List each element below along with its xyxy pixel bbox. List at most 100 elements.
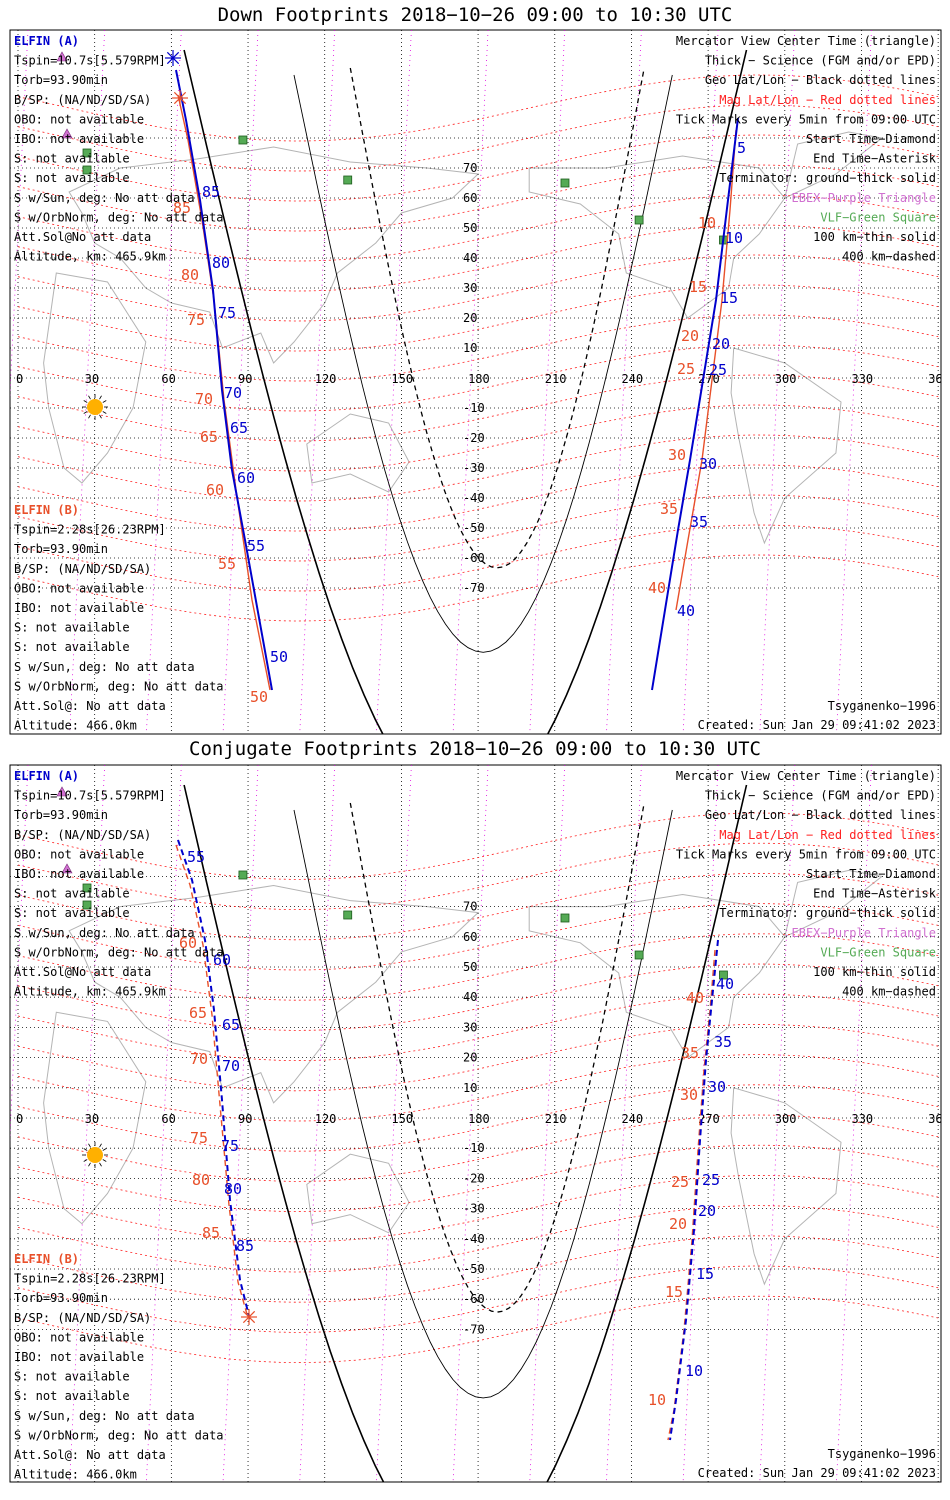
lon-tick-label: 180 [468, 372, 490, 386]
elfin-a-info-line: S w/Sun, deg: No att data [14, 191, 195, 205]
sun-ray [99, 395, 102, 400]
mag-latitude-line [17, 872, 939, 941]
mag-latitude-line [17, 404, 939, 472]
elfin-b-west-track [175, 844, 249, 1319]
conjugate-footprints-panel: 0 30 60 90 120 150 180 210 240 270 300 330 360 70 60 50… [9, 764, 950, 1483]
legend-line: Geo Lat/Lon − Black dotted lines [705, 73, 936, 87]
terminator-400km [349, 67, 645, 569]
elfin-b-tick-label: 30 [680, 1086, 698, 1104]
elfin-a-tick-label: 85 [202, 183, 220, 201]
elfin-b-info-line: S w/OrbNorm, deg: No att data [14, 1428, 224, 1442]
mag-latitude-line [17, 933, 939, 1001]
lat-tick-label: 70 [463, 900, 477, 914]
lat-tick-label: 10 [463, 341, 477, 355]
elfin-a-tick-label: 35 [714, 1033, 732, 1051]
mag-latitude-line [17, 1205, 939, 1273]
triangle-icon [61, 863, 73, 874]
terminator-100km [293, 809, 673, 1399]
mag-latitude-line [17, 464, 939, 532]
legend-line: Mercator View Center Time (triangle) [676, 769, 936, 783]
mag-latitude-line [17, 812, 939, 880]
elfin-a-tick-label: 40 [716, 975, 734, 993]
geo-grid [10, 30, 941, 734]
info-panel: ELFIN (A) Tspin=10.7s[5.579RPM] Torb=93.90… [14, 769, 937, 1482]
elfin-a-tick-label: 10 [685, 1362, 703, 1380]
elfin-b-tick-label: 15 [689, 278, 707, 296]
sun-icon [82, 1142, 108, 1168]
created-label: Created: Sun Jan 29 09:41:02 2023 [698, 718, 936, 732]
elfin-b-info-line: OBO: not available [14, 1330, 144, 1344]
elfin-b-tick-label: 10 [648, 1391, 666, 1409]
lon-tick-label: 0 [16, 372, 23, 386]
elfin-a-info-line: Altitude, km: 465.9km [14, 250, 166, 264]
elfin-b-info-line: Tspin=2.28s[26.23RPM] [14, 523, 166, 537]
lat-tick-label: -40 [463, 1232, 485, 1246]
lon-tick-label: 330 [851, 1112, 873, 1126]
elfin-a-info-line: B/SP: (NA/ND/SD/SA) [14, 828, 151, 842]
elfin-b-tick-label: 40 [648, 579, 666, 597]
lat-tick-label: -20 [463, 431, 485, 445]
mag-latitude-line [17, 524, 939, 592]
elfin-a-info-line: S w/Sun, deg: No att data [14, 926, 195, 940]
square-icon [719, 970, 728, 980]
legend-line: Terminator: ground−thick solid [719, 906, 936, 920]
lat-tick-label: -50 [463, 521, 485, 535]
elfin-a-tick-label: 15 [720, 289, 738, 307]
elfin-b-info-line: Altitude: 466.0km [14, 1468, 137, 1482]
lon-tick-label: 90 [238, 372, 252, 386]
elfin-a-tick-label: 70 [224, 384, 242, 402]
elfin-b-info-line: Torb=93.90min [14, 1291, 108, 1305]
panel-title-down: Down Footprints 2018−10−26 09:00 to 10:3… [217, 4, 733, 26]
sun-ray [102, 1159, 107, 1162]
elfin-a-tick-label: 15 [696, 1265, 714, 1283]
legend-line: Geo Lat/Lon − Black dotted lines [705, 808, 936, 822]
lat-tick-label: 30 [463, 1020, 477, 1034]
lon-tick-label: 360 [928, 372, 950, 386]
mag-latitude-line [17, 554, 939, 622]
elfin-b-tick-label: 50 [250, 688, 268, 706]
triangle-icon [56, 51, 68, 62]
elfin-b-tick-label: 70 [195, 390, 213, 408]
elfin-a-west-track [177, 839, 251, 1321]
lon-tick-label: 90 [238, 1112, 252, 1126]
legend-line: Thick − Science (FGM and/or EPD) [705, 54, 936, 68]
sun-ray [102, 400, 107, 403]
sun-ray [83, 1159, 88, 1162]
square-icon [634, 215, 644, 225]
elfin-b-tick-label: 30 [668, 446, 686, 464]
square-icon [82, 165, 92, 175]
square-icon [82, 148, 92, 158]
mag-latitude-line [17, 842, 939, 911]
mag-latitude-line [17, 1023, 939, 1092]
legend-line: Start Time−Diamond [806, 867, 936, 881]
elfin-a-info-line: Altitude, km: 465.9km [14, 985, 166, 999]
lat-tick-label: -20 [463, 1171, 485, 1185]
sun-ray [88, 1143, 91, 1148]
elfin-a-tick-label: 35 [690, 513, 708, 531]
down-footprints-panel: 0 30 60 90 120 150 180 210 240 270 300 330 360706050… [9, 29, 950, 735]
asterisk-stroke [166, 51, 180, 65]
elfin-b-tick-label: 65 [200, 428, 218, 446]
elfin-b-tick-label: 70 [190, 1050, 208, 1068]
elfin-a-info-line: OBO: not available [14, 847, 144, 861]
mag-latitude-line [17, 284, 939, 352]
mag-latitude-line [17, 1235, 939, 1303]
elfin-b-tick-label: 75 [187, 311, 205, 329]
elfin-b-name: ELFIN (B) [14, 503, 79, 517]
lat-tick-label: 70 [463, 161, 477, 175]
lon-tick-label: 30 [85, 372, 99, 386]
elfin-a-tick-label: 85 [236, 1237, 254, 1255]
legend-line: End Time−Asterisk [813, 887, 937, 901]
elfin-b-tick-label: 55 [218, 555, 236, 573]
elfin-b-info-line: S w/OrbNorm, deg: No att data [14, 679, 224, 693]
elfin-a-info-line: Att.Sol@No att data [14, 230, 151, 244]
asterisk-icon [172, 90, 188, 106]
legend-line: 100 km−thin solid [813, 965, 936, 979]
elfin-b-tick-label: 80 [192, 1171, 210, 1189]
elfin-b-info-line: Att.Sol@: No att data [14, 699, 166, 713]
legend-line: Thick − Science (FGM and/or EPD) [705, 789, 936, 803]
lon-tick-label: 360 [928, 1112, 950, 1126]
terminator-100km [293, 74, 673, 653]
lon-tick-label: 300 [775, 372, 797, 386]
sun-ray [83, 1148, 88, 1151]
